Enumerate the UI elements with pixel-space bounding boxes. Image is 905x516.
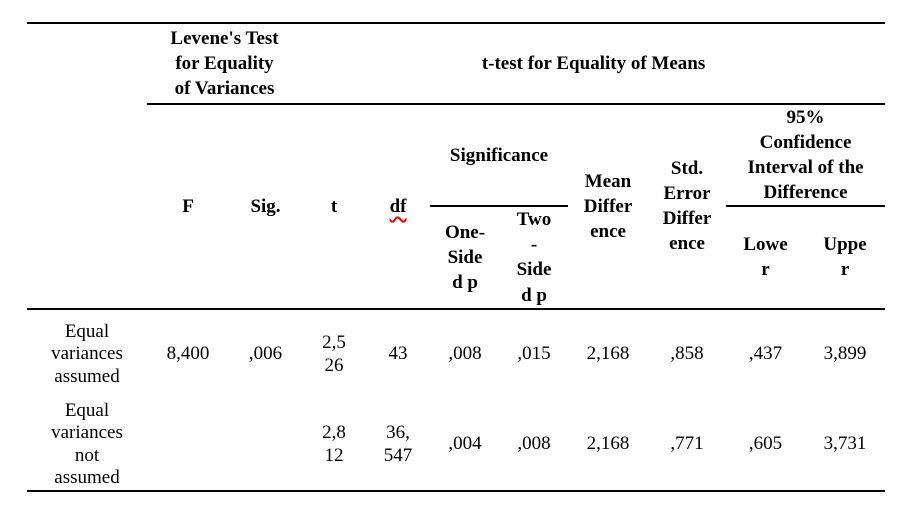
- cell-std-error-difference: ,771: [648, 399, 727, 492]
- col-header-std-error-difference: Std. Error Differ ence: [662, 158, 712, 255]
- col-header-one-sided-p: One- Side d p: [444, 221, 486, 293]
- cell-two-sided-p: ,008: [500, 399, 569, 492]
- table-row-equal-variances-not-assumed: Equal variances not assumed 2,8 12 36, 5…: [27, 399, 886, 492]
- cell-std-error-difference: ,858: [648, 307, 727, 400]
- col-header-upper: Uppe r: [823, 234, 867, 281]
- cell-mean-difference: 2,168: [568, 307, 649, 400]
- table-row-equal-variances-assumed: Equal variances assumed 8,400 ,006 2,5 2…: [27, 307, 886, 400]
- df-label-with-spellcheck-underline: df: [389, 195, 407, 217]
- cell-lower: ,605: [726, 399, 806, 492]
- cell-one-sided-p: ,008: [430, 307, 501, 400]
- cell-upper: 3,899: [805, 307, 886, 400]
- cell-one-sided-p: ,004: [430, 399, 501, 492]
- row-label-equal-variances-assumed: Equal variances assumed: [27, 307, 147, 400]
- cell-df: 36, 547: [366, 399, 431, 492]
- cell-df: 43: [366, 307, 431, 400]
- cell-two-sided-p: ,015: [500, 307, 569, 400]
- column-header-row: F Sig. t df Significance Mean Differ enc…: [27, 104, 886, 254]
- ci-group-header: 95% Confidence Interval of the Differenc…: [726, 104, 886, 208]
- independent-samples-ttest-table: Levene's Test for Equality of Variances …: [27, 22, 886, 492]
- cell-sig-empty: [229, 399, 303, 492]
- col-header-two-sided-p: Two - Side d p: [516, 209, 552, 306]
- col-header-t: t: [330, 195, 338, 217]
- significance-group-header: Significance: [430, 104, 569, 208]
- levene-test-header: Levene's Test for Equality of Variances: [147, 22, 303, 105]
- col-header-lower: Lowe r: [743, 234, 788, 281]
- corner-cell: [27, 104, 147, 309]
- col-header-f: F: [182, 195, 194, 217]
- col-header-sig: Sig.: [250, 195, 281, 217]
- col-header-mean-difference: Mean Differ ence: [583, 170, 633, 242]
- cell-t: 2,8 12: [302, 399, 367, 492]
- cell-f: 8,400: [147, 307, 229, 400]
- group-header-row: Levene's Test for Equality of Variances …: [27, 22, 886, 105]
- col-header-df: df: [366, 104, 430, 309]
- sub-header-row: One- Side d p Two - Side d p Lowe r Uppe…: [27, 206, 885, 308]
- row-label-equal-variances-not-assumed: Equal variances not assumed: [27, 399, 147, 492]
- ttest-means-header: t-test for Equality of Means: [302, 22, 886, 105]
- cell-lower: ,437: [726, 307, 806, 400]
- cell-f-empty: [147, 399, 229, 492]
- corner-cell: [27, 22, 147, 104]
- cell-upper: 3,731: [805, 399, 886, 492]
- cell-t: 2,5 26: [302, 307, 367, 400]
- cell-mean-difference: 2,168: [568, 399, 649, 492]
- cell-sig: ,006: [229, 307, 303, 400]
